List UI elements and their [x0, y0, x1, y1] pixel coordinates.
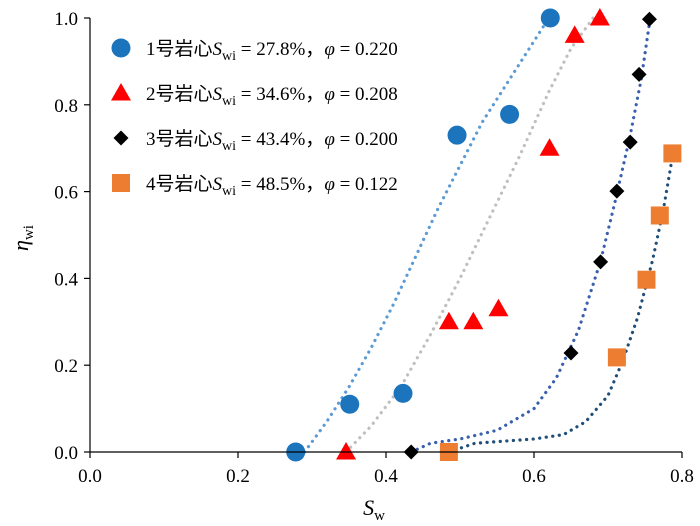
- x-tick-label: 0.6: [522, 466, 546, 487]
- data-point-series-1: [447, 125, 467, 145]
- legend-phi-symbol: φ: [324, 174, 335, 195]
- data-point-series-2: [488, 298, 509, 317]
- x-tick-label: 0.0: [78, 466, 102, 487]
- data-point-series-3: [641, 11, 657, 27]
- data-point-series-4: [650, 206, 669, 225]
- legend-swi-value: = 27.8%，: [236, 39, 324, 60]
- legend-phi-value: = 0.220: [335, 39, 398, 60]
- data-point-series-3: [609, 183, 625, 199]
- legend-swi-subscript: wi: [222, 49, 236, 64]
- legend-item-3: 3号岩心Swi = 43.4%，φ = 0.200: [113, 128, 398, 154]
- x-tick-label: 0.4: [374, 466, 398, 487]
- y-tick-label: 1.0: [54, 9, 78, 30]
- data-point-series-1: [500, 104, 520, 124]
- legend-swi-subscript: wi: [222, 184, 236, 199]
- data-point-series-1: [340, 394, 360, 414]
- trend-line-series-2: [344, 16, 595, 454]
- legend-core-name: 3号岩心: [146, 128, 213, 150]
- legend-marker-4: [112, 174, 130, 192]
- data-point-series-1: [393, 383, 413, 403]
- trend-line-series-1: [303, 16, 551, 454]
- y-tick-label: 0.8: [54, 96, 78, 117]
- y-tick-label: 0.2: [54, 356, 78, 377]
- data-point-series-3: [622, 134, 638, 150]
- legend-core-name: 2号岩心: [146, 83, 213, 105]
- data-point-series-3: [563, 345, 579, 361]
- x-tick-label: 0.2: [226, 466, 250, 487]
- trend-lines: [303, 16, 675, 454]
- legend-phi-value: = 0.122: [335, 174, 398, 195]
- data-point-series-4: [637, 270, 656, 289]
- data-point-series-2: [564, 25, 585, 43]
- data-point-series-1: [540, 8, 560, 28]
- legend-swi-symbol: S: [213, 174, 223, 195]
- y-tick-label: 0.4: [54, 269, 78, 290]
- legend-item-2: 2号岩心Swi = 34.6%，φ = 0.208: [111, 83, 398, 109]
- legend-swi-subscript: wi: [222, 94, 236, 109]
- legend-label-3: 3号岩心Swi = 43.4%，φ = 0.200: [146, 128, 398, 154]
- legend-core-name: 1号岩心: [146, 38, 213, 60]
- y-tick-label: 0.6: [54, 183, 78, 204]
- legend-label-4: 4号岩心Swi = 48.5%，φ = 0.122: [146, 173, 398, 199]
- legend-item-1: 1号岩心Swi = 27.8%，φ = 0.220: [111, 38, 398, 64]
- legend-label-2: 2号岩心Swi = 34.6%，φ = 0.208: [146, 83, 398, 109]
- data-point-series-2: [336, 442, 357, 460]
- legend-phi-value: = 0.200: [335, 129, 398, 150]
- legend-swi-subscript: wi: [222, 139, 236, 154]
- data-point-series-2: [539, 138, 560, 156]
- trend-line-series-3: [409, 16, 652, 454]
- legend-label-1: 1号岩心Swi = 27.8%，φ = 0.220: [146, 38, 398, 64]
- y-axis-label: ηwi: [8, 225, 37, 251]
- data-point-series-4: [607, 348, 626, 367]
- data-point-series-2: [438, 311, 459, 330]
- data-point-series-2: [463, 311, 484, 330]
- legend-phi-value: = 0.208: [335, 84, 398, 105]
- x-tick-label: 0.8: [670, 466, 694, 487]
- legend-phi-symbol: φ: [324, 129, 335, 150]
- legend-core-name: 4号岩心: [146, 173, 213, 195]
- data-point-series-3: [631, 66, 647, 82]
- legend-swi-value: = 43.4%，: [236, 129, 324, 150]
- legend-marker-2: [111, 83, 131, 101]
- data-point-series-4: [663, 144, 682, 163]
- legend-swi-value: = 34.6%，: [236, 84, 324, 105]
- legend-phi-symbol: φ: [324, 84, 335, 105]
- data-point-series-2: [589, 8, 610, 26]
- legend-swi-symbol: S: [213, 84, 223, 105]
- legend-swi-symbol: S: [213, 39, 223, 60]
- legend-swi-value: = 48.5%，: [236, 174, 324, 195]
- x-axis-label: Sw: [363, 495, 385, 524]
- data-point-series-3: [593, 254, 609, 270]
- axis-ticks: 0.0 0.2 0.4 0.6 0.8 0.0 0.2 0.4 0.6 0.8 1.0: [54, 9, 694, 487]
- y-tick-label: 0.0: [54, 443, 78, 464]
- legend-marker-1: [111, 38, 131, 58]
- legend-item-4: 4号岩心Swi = 48.5%，φ = 0.122: [112, 173, 398, 199]
- trend-line-series-4: [447, 155, 675, 454]
- legend-marker-3: [113, 130, 129, 146]
- legend-phi-symbol: φ: [324, 39, 335, 60]
- legend-swi-symbol: S: [213, 129, 223, 150]
- data-markers: [286, 8, 682, 462]
